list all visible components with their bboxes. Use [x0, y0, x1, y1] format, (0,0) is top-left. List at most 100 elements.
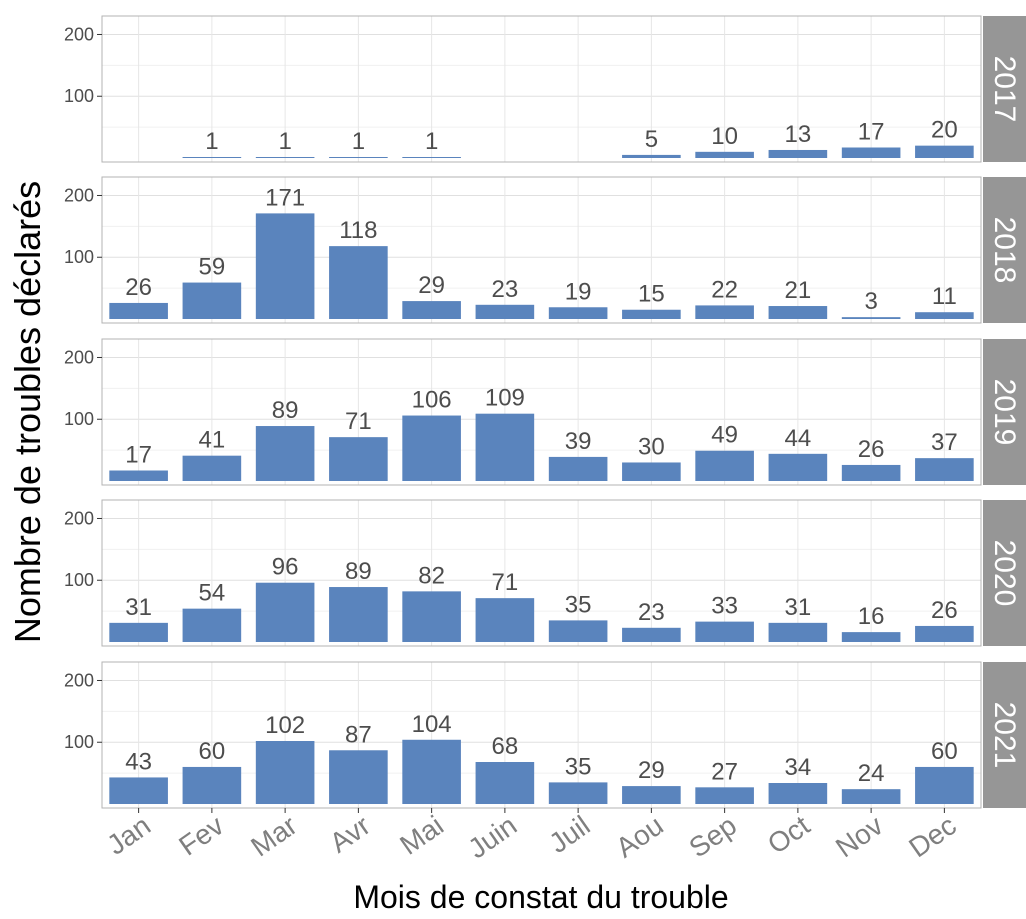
- bar-2020-Oct: [768, 622, 828, 642]
- bar-2021-Dec: [915, 766, 974, 804]
- bar-2018-Avr: [329, 246, 388, 319]
- panel-2018: 26 59 171 118 29 23 19 15 22 21 3 11 100 200 2018: [64, 176, 1026, 324]
- panel-border: [101, 176, 982, 324]
- bar-2021-Nov: [841, 789, 901, 804]
- data-label: 11: [932, 283, 957, 310]
- data-label: 27: [711, 758, 738, 785]
- panel-border: [101, 661, 982, 809]
- x-tick-label-Juin: Juin: [462, 810, 522, 865]
- data-label: 89: [345, 558, 372, 585]
- y-tick-label: 200: [64, 670, 94, 690]
- facet-strip: [983, 500, 1026, 646]
- bar-2020-Fev: [182, 608, 242, 642]
- bar-2020-Nov: [841, 632, 901, 642]
- bar-2018-Nov: [841, 317, 901, 319]
- data-label: 34: [785, 754, 812, 781]
- data-label: 1: [425, 128, 438, 155]
- bar-2017-Aou: [622, 154, 681, 158]
- x-tick-label-Dec: Dec: [903, 810, 962, 864]
- data-label: 54: [199, 580, 226, 607]
- bar-2019-Juin: [475, 413, 535, 481]
- bar-2018-Sep: [695, 305, 754, 319]
- data-label: 39: [565, 428, 592, 455]
- data-label: 37: [931, 429, 958, 456]
- bar-2020-Dec: [915, 625, 974, 642]
- bar-2019-Mai: [402, 415, 461, 481]
- y-tick-label: 200: [64, 347, 94, 367]
- x-tick-label-Jan: Jan: [101, 810, 156, 861]
- data-label: 23: [638, 599, 665, 626]
- bar-2019-Sep: [695, 450, 754, 481]
- data-label: 5: [645, 126, 658, 153]
- bar-2020-Juin: [475, 598, 535, 642]
- bar-2018-Aou: [622, 309, 681, 319]
- data-label: 22: [711, 276, 738, 303]
- facet-label-2018: 2018: [988, 217, 1021, 284]
- data-label: 106: [412, 387, 452, 414]
- data-label: 10: [711, 123, 738, 150]
- x-tick-label-Juil: Juil: [543, 810, 595, 859]
- data-label: 1: [278, 128, 291, 155]
- data-label: 17: [125, 442, 152, 469]
- panel-background: [102, 662, 981, 808]
- data-label: 33: [711, 593, 738, 620]
- y-tick-label: 100: [64, 570, 94, 590]
- data-label: 68: [492, 733, 519, 760]
- data-label: 44: [785, 425, 812, 452]
- data-label: 31: [785, 594, 812, 621]
- x-tick-label-Aou: Aou: [610, 810, 669, 864]
- data-label: 24: [858, 760, 885, 787]
- facet-strip: [983, 662, 1026, 808]
- panel-background: [102, 339, 981, 485]
- x-tick-label-Oct: Oct: [762, 809, 816, 860]
- panel-background: [102, 16, 981, 162]
- data-label: 60: [931, 738, 958, 765]
- data-label: 15: [638, 281, 665, 308]
- bar-2021-Jan: [109, 777, 168, 804]
- data-label: 20: [931, 117, 958, 144]
- y-axis-label: Nombre de troubles déclarés: [7, 181, 48, 643]
- panel-background: [102, 500, 981, 646]
- data-label: 171: [265, 184, 305, 211]
- panel-2019: 17 41 89 71 106 109 39 30 49 44 26 37 100 200 2019: [64, 338, 1026, 486]
- x-tick-label-Nov: Nov: [830, 810, 889, 864]
- bar-2017-Fev: [182, 157, 242, 158]
- x-tick-label-Fev: Fev: [173, 810, 229, 862]
- panel-border: [101, 338, 982, 486]
- data-label: 19: [565, 278, 592, 305]
- data-label: 35: [565, 591, 592, 618]
- y-tick-label: 200: [64, 24, 94, 44]
- data-label: 29: [418, 272, 445, 299]
- bar-2021-Fev: [182, 766, 242, 804]
- data-label: 71: [345, 408, 372, 435]
- data-label: 82: [418, 562, 445, 589]
- y-tick-label: 100: [64, 732, 94, 752]
- facet-strip: [983, 16, 1026, 162]
- facet-strip: [983, 339, 1026, 485]
- data-label: 26: [858, 436, 885, 463]
- bar-2019-Dec: [915, 458, 974, 481]
- x-axis-label: Mois de constat du trouble: [353, 879, 728, 915]
- bar-2020-Mar: [255, 582, 315, 642]
- data-label: 43: [125, 748, 152, 775]
- bar-2019-Juil: [548, 456, 608, 481]
- bar-2020-Sep: [695, 621, 754, 642]
- panel-2017: 1 1 1 1 5 10 13 17 20 100 200 2017: [64, 15, 1026, 163]
- x-tick-label-Mai: Mai: [394, 810, 449, 861]
- data-label: 102: [265, 712, 305, 739]
- y-tick-label: 100: [64, 247, 94, 267]
- bar-2021-Mai: [402, 739, 461, 804]
- bar-2019-Aou: [622, 462, 681, 481]
- bar-2021-Avr: [329, 750, 388, 804]
- bar-2018-Juin: [475, 304, 535, 319]
- data-label: 49: [711, 422, 738, 449]
- data-label: 41: [199, 427, 226, 454]
- bar-2017-Mar: [255, 157, 315, 158]
- bar-2020-Avr: [329, 587, 388, 642]
- data-label: 109: [485, 385, 525, 412]
- data-label: 1: [352, 128, 365, 155]
- x-tick-label-Mar: Mar: [245, 810, 302, 863]
- bar-2018-Fev: [182, 282, 242, 319]
